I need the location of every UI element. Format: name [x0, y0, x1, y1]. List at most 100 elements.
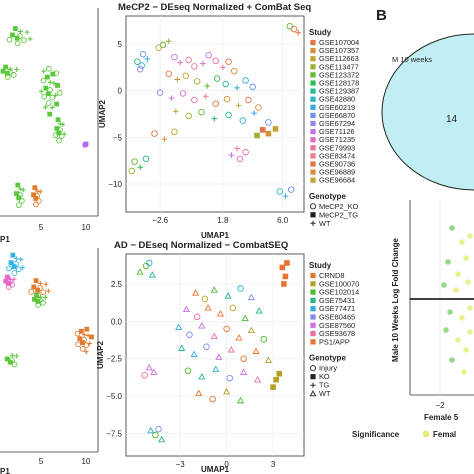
cluster-point: [40, 289, 47, 296]
legend-study-swatch: [310, 56, 316, 62]
data-point: [156, 89, 164, 96]
cluster-point: [13, 256, 19, 262]
data-point: [260, 336, 268, 343]
mecp2-ylabel: UMAP2: [98, 99, 107, 128]
panel-b-letter: B: [376, 7, 387, 24]
data-point: [171, 128, 178, 135]
data-point: [175, 323, 183, 331]
ad-title: AD − DEseq Normalized − CombatSEQ: [114, 240, 288, 251]
data-point: [168, 95, 175, 101]
y-tick-label: 2.5: [111, 280, 123, 289]
data-point: [254, 132, 260, 139]
cluster-point: [44, 74, 50, 80]
data-point: [178, 344, 186, 351]
legend-genotype-label: WT: [319, 219, 331, 228]
mecp2-plot-area: [125, 15, 305, 213]
data-point: [234, 145, 240, 152]
data-point: [131, 158, 138, 165]
cluster-point: [36, 197, 42, 204]
cluster-point: [8, 260, 14, 266]
legend-study-label: GSE128178: [319, 79, 359, 88]
data-point: [249, 83, 256, 91]
data-point: [212, 365, 220, 372]
data-point: [210, 286, 218, 293]
data-point: [240, 368, 248, 375]
legend-study-label: GSE83474: [319, 151, 355, 160]
cluster-point: [60, 122, 66, 128]
legend-study-label: GSE107357: [319, 46, 359, 55]
y-tick-label: 0.0: [111, 317, 123, 326]
cluster-point: [18, 257, 24, 262]
cluster-point: [54, 101, 60, 107]
data-point: [241, 314, 249, 322]
data-point: [276, 370, 283, 377]
cluster-point: [79, 346, 86, 352]
left-top-xlabel: P1: [0, 235, 10, 244]
legend-genotype-label: Injury: [319, 364, 337, 373]
data-point: [276, 188, 284, 195]
cluster-point: [15, 266, 22, 273]
y-tick-label: −7.5: [106, 430, 122, 439]
volcano-point: [459, 315, 465, 321]
legend-study-label: GSE79993: [319, 143, 355, 152]
legend-study-label: GSE77471: [319, 304, 355, 313]
cluster-point: [84, 326, 90, 332]
data-point: [220, 64, 226, 71]
legend-study-label: GSE42880: [319, 95, 355, 104]
significance-female-swatch: [422, 430, 430, 438]
data-point: [193, 313, 201, 321]
cluster-point: [12, 26, 18, 32]
legend-study-swatch: [310, 72, 316, 78]
data-point: [174, 76, 181, 83]
data-point: [182, 72, 190, 79]
cluster-point: [50, 71, 56, 77]
left-top-xtick-10: 10: [82, 223, 91, 232]
legend-study-label: GSE96684: [319, 176, 355, 185]
legend-study-swatch: [310, 322, 316, 328]
data-point: [141, 371, 148, 379]
data-point: [239, 117, 247, 124]
cluster-point: [83, 349, 89, 355]
ad-xlabel: UMAP1: [201, 465, 230, 474]
cluster-point: [47, 111, 53, 117]
cluster-point: [35, 287, 41, 293]
data-point: [282, 273, 289, 280]
cluster-point: [35, 299, 41, 304]
cluster-point: [4, 356, 10, 362]
data-point: [259, 127, 266, 133]
data-point: [242, 77, 249, 84]
data-point: [223, 95, 231, 103]
data-point: [226, 374, 233, 382]
data-point: [230, 67, 238, 75]
venn-value: 14: [446, 114, 458, 125]
data-point: [202, 93, 209, 100]
significance-legend-title: Significance: [352, 430, 400, 439]
volcano-point: [465, 279, 471, 285]
cluster-point: [10, 252, 16, 258]
data-point: [209, 395, 216, 403]
cluster-point: [61, 131, 67, 137]
legend-genotype-marker: [310, 220, 316, 226]
data-point: [191, 96, 198, 104]
cluster-point: [38, 88, 44, 94]
volcano-point: [467, 233, 473, 239]
cluster-point: [55, 83, 60, 88]
cluster-point: [42, 295, 48, 300]
legend-study-swatch: [310, 96, 316, 102]
legend-study-swatch: [310, 104, 316, 110]
volcano-point: [453, 287, 459, 293]
data-point: [216, 310, 224, 317]
legend-study-swatch: [310, 272, 316, 279]
legend-study-swatch: [310, 289, 316, 295]
legend-study-swatch: [310, 306, 316, 312]
data-point: [198, 108, 205, 116]
cluster-point: [18, 29, 23, 34]
legend-study-swatch: [310, 331, 316, 337]
volcano-point: [467, 329, 473, 335]
data-point: [148, 271, 156, 278]
data-point: [173, 108, 179, 114]
data-point: [138, 62, 145, 69]
data-point: [213, 75, 221, 82]
cluster-point: [28, 288, 35, 295]
cluster-point: [4, 71, 10, 76]
